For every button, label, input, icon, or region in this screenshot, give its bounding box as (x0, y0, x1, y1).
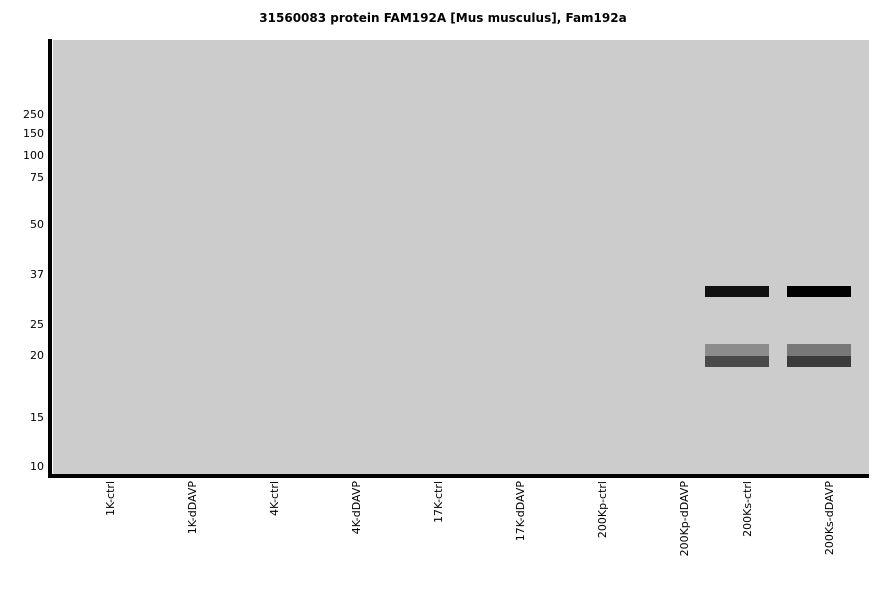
gel-band-200ks-ddavp-21kda (787, 344, 851, 356)
y-tick-label: 20 (30, 349, 44, 362)
y-tick-label: 250 (23, 108, 44, 121)
y-tick-label: 10 (30, 460, 44, 473)
gel-band-200ks-ctrl-33kda (705, 286, 769, 297)
y-tick-label: 150 (23, 127, 44, 140)
gel-band-200ks-ddavp-33kda (787, 286, 851, 297)
x-tick-label: 200Ks-ctrl (741, 481, 754, 537)
y-tick-25: 25 (0, 319, 44, 330)
y-tick-label: 75 (30, 171, 44, 184)
x-tick-label: 4K-ctrl (268, 481, 281, 516)
gel-band-200ks-ddavp-19kda (787, 356, 851, 367)
y-tick-250: 250 (0, 109, 44, 120)
x-tick-label: 200Ks-dDAVP (823, 481, 836, 556)
x-tick-label: 200Kp-ctrl (596, 481, 609, 539)
y-tick-50: 50 (0, 219, 44, 230)
x-tick-label: 1K-dDAVP (186, 481, 199, 535)
x-tick-label: 17K-ctrl (432, 481, 445, 523)
y-tick-100: 100 (0, 150, 44, 161)
y-tick-label: 15 (30, 411, 44, 424)
x-tick-label: 17K-dDAVP (514, 481, 527, 542)
x-axis-line (48, 474, 869, 478)
y-axis-line (48, 39, 52, 478)
y-tick-37: 37 (0, 269, 44, 280)
y-tick-20: 20 (0, 350, 44, 361)
gel-plot-area (53, 40, 869, 476)
y-tick-150: 150 (0, 128, 44, 139)
y-tick-10: 10 (0, 461, 44, 472)
y-tick-75: 75 (0, 172, 44, 183)
gel-band-200ks-ctrl-21kda (705, 344, 769, 356)
y-tick-15: 15 (0, 412, 44, 423)
page-title: 31560083 protein FAM192A [Mus musculus],… (259, 11, 627, 25)
y-tick-label: 50 (30, 218, 44, 231)
y-tick-label: 100 (23, 149, 44, 162)
x-tick-label: 200Kp-dDAVP (678, 481, 691, 557)
x-tick-label: 4K-dDAVP (350, 481, 363, 535)
gel-band-200ks-ctrl-19kda (705, 356, 769, 367)
y-tick-label: 37 (30, 268, 44, 281)
x-tick-label: 1K-ctrl (104, 481, 117, 516)
y-tick-label: 25 (30, 318, 44, 331)
